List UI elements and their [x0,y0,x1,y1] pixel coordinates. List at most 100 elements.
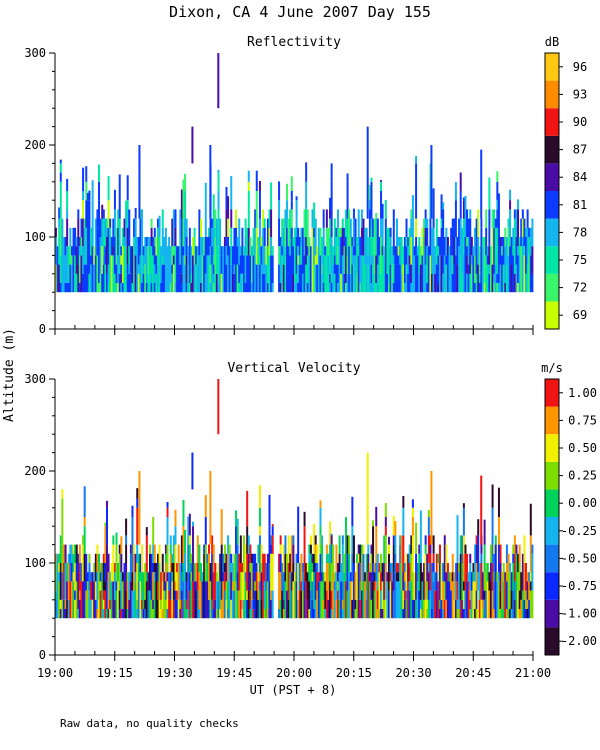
data-cell [526,572,529,582]
data-cell [483,544,486,573]
data-cell [78,237,81,247]
data-cell [123,237,126,247]
data-cell [266,218,269,247]
data-cell [480,273,483,293]
data-cell [391,264,394,293]
data-cell [270,544,273,554]
data-cell [238,237,241,265]
data-cell [456,264,459,293]
data-cell [96,572,99,609]
data-cell [236,237,239,247]
data-cell [55,227,57,237]
data-cell [313,283,316,293]
data-cell [405,273,408,293]
data-cell [61,489,64,499]
data-cell [118,553,121,591]
data-cell [381,218,384,247]
data-cell [440,194,443,201]
data-cell [98,572,101,600]
data-cell [161,553,164,563]
data-cell [88,590,91,619]
data-cell [450,227,453,256]
data-cell [400,237,403,247]
data-cell [402,572,405,591]
data-cell [161,563,164,573]
data-cell [469,599,472,609]
data-cell [346,590,349,619]
data-cell [86,572,89,582]
data-cell [513,218,516,237]
data-cell [61,599,64,619]
data-cell [109,599,112,609]
data-cell [415,218,418,237]
data-cell [359,283,362,293]
data-cell [388,544,390,554]
data-cell [250,553,253,563]
data-cell [413,255,416,265]
data-cell [309,553,312,591]
data-cell [289,572,292,609]
data-cell [338,553,341,573]
data-cell [77,609,80,619]
data-cell [461,237,464,274]
data-cell [346,273,349,293]
data-cell [517,246,520,256]
data-cell [368,273,371,293]
data-cell [475,544,478,563]
data-cell [94,218,97,256]
data-cell [185,283,188,293]
data-cell [82,218,85,247]
data-cell [491,590,494,619]
data-cell [413,264,416,293]
data-cell [509,609,512,619]
data-cell [207,255,210,293]
data-cell [252,599,255,609]
data-cell [456,609,459,619]
data-cell [257,581,260,600]
data-cell [475,218,478,247]
data-cell [231,563,234,582]
data-cell [295,581,298,619]
data-cell [136,488,139,499]
data-cell [504,581,507,619]
data-cell [467,237,470,265]
data-cell [408,581,411,591]
data-cell [322,255,325,283]
data-cell [493,264,496,274]
data-cell [448,581,451,619]
data-cell [139,237,142,256]
data-cell [517,199,520,210]
data-cell [416,581,419,619]
data-cell [502,264,505,293]
data-cell [403,237,406,256]
colorbar-swatch [545,544,559,573]
data-cell [525,563,528,591]
data-cell [155,273,158,293]
data-cell [113,572,116,600]
data-cell [262,273,265,293]
data-cell [415,156,418,164]
data-cell [145,246,148,283]
data-cell [384,599,387,619]
data-cell [403,563,406,573]
data-cell [247,553,250,591]
data-cell [128,572,131,600]
data-cell [431,581,434,609]
data-cell [512,553,515,563]
data-cell [344,517,347,545]
data-cell [134,218,137,256]
data-cell [483,572,486,591]
data-cell [254,255,257,293]
data-cell [66,218,69,247]
data-cell [497,218,500,247]
data-cell [228,544,231,554]
colorbar-label: 90 [573,115,587,129]
data-cell [502,563,505,582]
data-cell [90,255,93,265]
data-cell [227,609,230,619]
data-cell [66,563,69,582]
data-cell [266,553,269,582]
data-cell [96,209,99,228]
data-cell [141,227,144,247]
data-cell [174,227,177,247]
